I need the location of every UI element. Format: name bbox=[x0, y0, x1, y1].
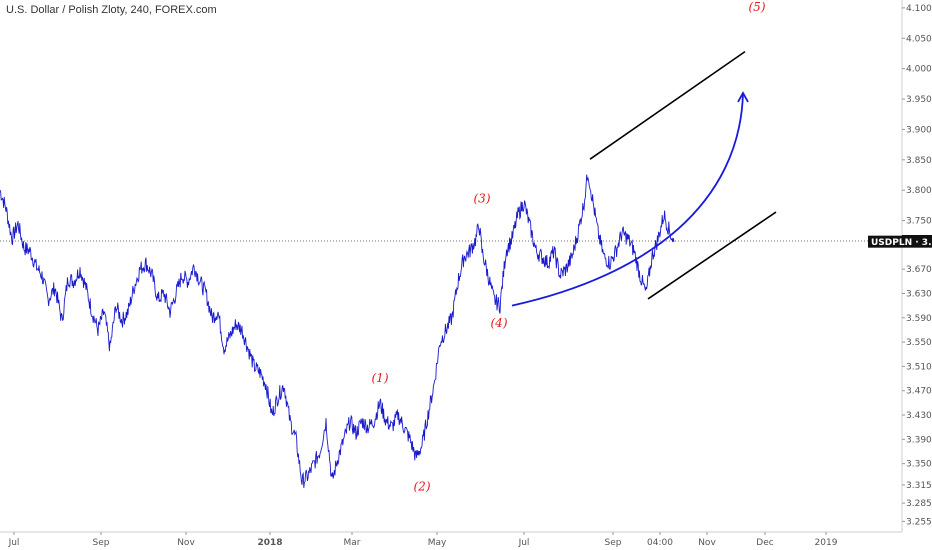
current-price-tag-bg bbox=[868, 235, 932, 248]
y-tick-label: 3.43000 bbox=[906, 411, 932, 421]
wave-label-4: (4) bbox=[491, 316, 508, 330]
y-tick-label: 3.47000 bbox=[906, 387, 932, 397]
wave-label-5: (5) bbox=[749, 0, 766, 14]
y-tick-label: 3.75000 bbox=[906, 217, 932, 227]
chart-title: U.S. Dollar / Polish Zloty, 240, FOREX.c… bbox=[6, 4, 217, 16]
x-tick-label: 2018 bbox=[257, 538, 282, 548]
y-tick-label: 3.90000 bbox=[906, 125, 932, 135]
y-tick-label: 3.25500 bbox=[906, 517, 932, 527]
wave-label-1: (1) bbox=[372, 371, 389, 385]
y-tick-label: 3.95000 bbox=[906, 95, 932, 105]
x-tick-label: Dec bbox=[756, 538, 773, 548]
y-tick-label: 3.59000 bbox=[906, 314, 932, 324]
x-tick-label: May bbox=[428, 538, 447, 548]
price-series-line bbox=[0, 174, 675, 488]
x-tick-label: 04:00 bbox=[647, 538, 673, 548]
y-tick-label: 4.05000 bbox=[906, 34, 932, 44]
x-tick-label: Sep bbox=[93, 538, 110, 548]
y-tick-label: 3.55000 bbox=[906, 338, 932, 348]
y-tick-label: 3.51000 bbox=[906, 362, 932, 372]
plot-area[interactable] bbox=[0, 174, 902, 488]
x-axis[interactable]: Jul Sep Nov 2018 Mar May Jul Sep 04:00 Nov Dec 2019 bbox=[0, 531, 902, 548]
y-tick-label: 4.10000 bbox=[906, 4, 932, 14]
y-tick-label: 3.63000 bbox=[906, 289, 932, 299]
y-tick-label: 3.28500 bbox=[906, 499, 932, 509]
y-tick-label: 3.67000 bbox=[906, 265, 932, 275]
current-price-tag-text: USDPLN · 3.71529 bbox=[871, 238, 932, 248]
channel-trendline-2 bbox=[647, 211, 777, 300]
x-tick-label: Mar bbox=[344, 538, 361, 548]
y-tick-label: 3.39000 bbox=[906, 435, 932, 445]
wave-label-3: (3) bbox=[474, 191, 491, 205]
x-tick-label: Nov bbox=[698, 538, 716, 548]
current-price-tag: USDPLN · 3.71529 bbox=[868, 235, 932, 248]
y-tick-label: 4.00000 bbox=[906, 65, 932, 75]
x-tick-label: Sep bbox=[605, 538, 622, 548]
projection-arrow-icon bbox=[737, 91, 749, 103]
y-tick-label: 3.31500 bbox=[906, 481, 932, 491]
x-tick-label: Nov bbox=[177, 538, 195, 548]
annotations: (1) (2) (3) (4) (5) bbox=[372, 0, 777, 493]
x-tick-label: Jul bbox=[518, 538, 530, 548]
y-tick-label: 3.85000 bbox=[906, 156, 932, 166]
x-tick-label: Jul bbox=[8, 538, 20, 548]
y-tick-label: 3.35000 bbox=[906, 460, 932, 470]
x-tick-label: 2019 bbox=[815, 538, 838, 548]
y-tick-label: 3.80000 bbox=[906, 186, 932, 196]
channel-trendline-1 bbox=[589, 50, 746, 160]
wave-label-2: (2) bbox=[414, 479, 431, 493]
projection-curve bbox=[511, 92, 744, 307]
y-axis[interactable]: 4.10000 4.05000 4.00000 3.95000 3.90000 3.850… bbox=[868, 0, 932, 532]
